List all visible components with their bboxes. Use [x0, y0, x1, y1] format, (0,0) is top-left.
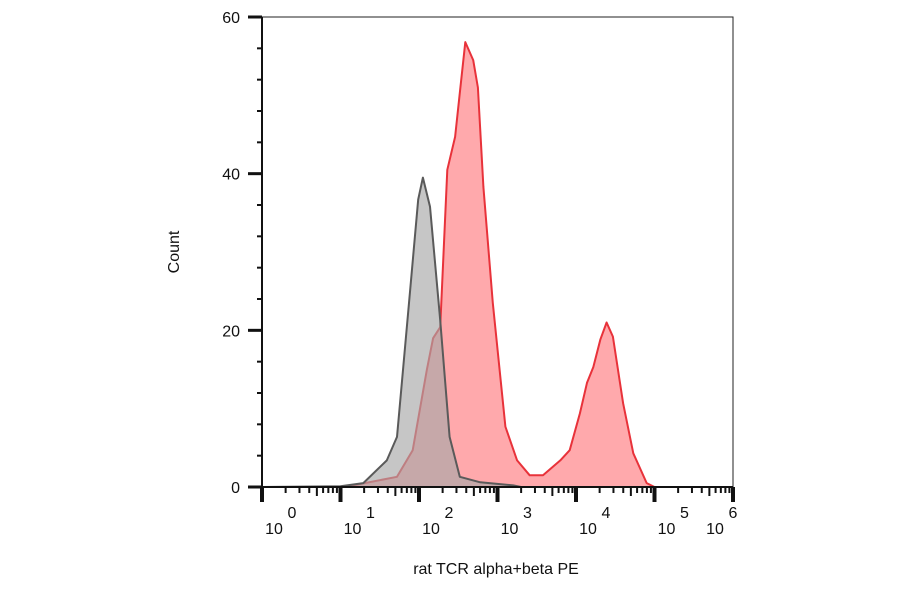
y-tick-label: 60 [222, 10, 240, 27]
x-tick-exponent: 5 [680, 505, 689, 522]
y-tick-label: 20 [222, 323, 240, 340]
y-tick-label: 40 [222, 167, 240, 184]
y-axis: 0 20 40 60 [222, 10, 263, 497]
x-tick-label: 10 [344, 521, 362, 538]
series-layer [261, 41, 733, 488]
x-tick-label: 10 [579, 521, 597, 538]
y-axis-label: Count [166, 230, 183, 273]
x-tick-exponent: 0 [288, 505, 297, 522]
x-tick-label: 10 [265, 521, 283, 538]
x-tick-exponent: 1 [366, 505, 375, 522]
x-tick-exponent: 6 [729, 505, 738, 522]
x-axis-label: rat TCR alpha+beta PE [413, 561, 579, 578]
x-tick-label: 10 [706, 521, 724, 538]
x-tick-exponent: 2 [445, 505, 454, 522]
series-2-line [261, 176, 733, 488]
x-tick-label: 10 [658, 521, 676, 538]
x-tick-exponent: 3 [523, 505, 532, 522]
x-tick-label: 10 [422, 521, 440, 538]
y-tick-label: 0 [231, 480, 240, 497]
series-1-fill [262, 42, 733, 487]
x-tick-exponent: 4 [602, 505, 611, 522]
x-tick-label: 10 [501, 521, 519, 538]
